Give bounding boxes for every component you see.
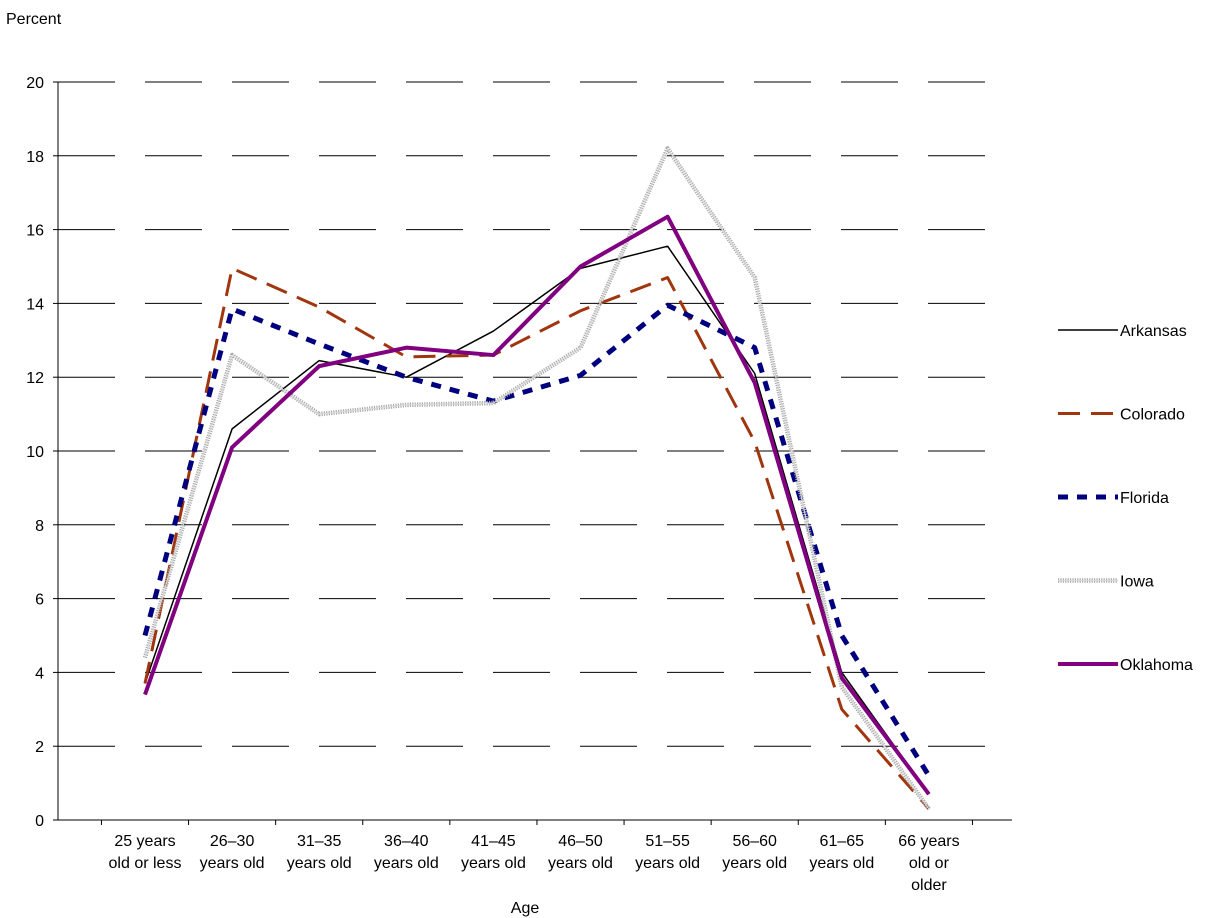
x-tick-label: 31–35 years old: [287, 833, 352, 872]
x-tick-label: 25 years old or less: [109, 833, 182, 872]
y-ticks: 0 2 4 6 8 10 12 14 16 18 20: [26, 75, 58, 830]
series-line: [144, 245, 930, 795]
y-tick-label: 12: [26, 370, 44, 387]
series-colorado: [143, 266, 931, 810]
legend-label: Iowa: [1120, 574, 1154, 591]
x-tick-label: 66 years old or older: [898, 833, 959, 894]
y-tick-label: 8: [35, 518, 44, 535]
series-line: [142, 146, 931, 811]
y-tick-label: 16: [26, 223, 44, 240]
y-tick-label: 14: [26, 296, 44, 313]
y-tick-label: 10: [26, 444, 44, 461]
legend-label: Oklahoma: [1120, 657, 1193, 674]
legend-label: Colorado: [1120, 407, 1185, 424]
x-tick-label: 36–40 years old: [374, 833, 439, 872]
legend-item-arkansas: Arkansas: [1058, 323, 1187, 340]
x-axis-label: Age: [511, 900, 540, 917]
x-ticks: 25 years old or less 26–30 years old 31–35 ye…: [100, 820, 973, 894]
series-line: [143, 214, 931, 796]
x-tick-label: 46–50 years old: [548, 833, 613, 872]
y-tick-label: 2: [35, 739, 44, 756]
x-tick-label: 26–30 years old: [200, 833, 265, 872]
legend-label: Arkansas: [1120, 323, 1187, 340]
legend-item-florida: Florida: [1058, 490, 1169, 507]
x-tick-label: 56–60 years old: [722, 833, 787, 872]
legend-label: Florida: [1120, 490, 1169, 507]
series-arkansas: [144, 245, 930, 795]
y-tick-label: 0: [35, 813, 44, 830]
grid: [58, 81, 1012, 747]
series-oklahoma: [143, 214, 931, 796]
series-iowa: [142, 146, 931, 811]
series: [142, 146, 932, 811]
y-tick-label: 18: [26, 149, 44, 166]
series-line: [143, 266, 931, 810]
x-tick-label: 41–45 years old: [461, 833, 526, 872]
legend-item-colorado: Colorado: [1058, 407, 1185, 424]
y-tick-label: 4: [35, 665, 44, 682]
y-tick-label: 20: [26, 75, 44, 92]
x-tick-label: 51–55 years old: [635, 833, 700, 872]
y-tick-label: 6: [35, 592, 44, 609]
legend-item-iowa: Iowa: [1058, 574, 1154, 591]
series-line: [144, 147, 930, 810]
x-tick-label: 61–65 years old: [809, 833, 874, 872]
legend-item-oklahoma: Oklahoma: [1058, 657, 1193, 674]
y-axis-label: Percent: [6, 11, 62, 28]
legend: Arkansas Colorado Florida Iowa Oklahoma: [1058, 323, 1193, 674]
